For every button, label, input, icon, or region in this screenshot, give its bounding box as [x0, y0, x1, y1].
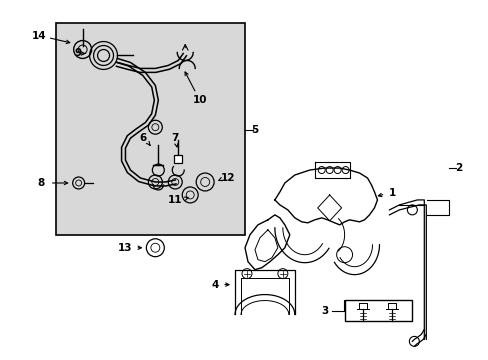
- Text: 5: 5: [251, 125, 258, 135]
- Text: 1: 1: [388, 188, 395, 198]
- Text: 14: 14: [31, 31, 46, 41]
- Text: 9: 9: [74, 49, 81, 58]
- Text: 4: 4: [211, 280, 218, 289]
- Text: 10: 10: [193, 95, 207, 105]
- Text: 11: 11: [168, 195, 182, 205]
- Bar: [56, 23, 244, 235]
- Polygon shape: [274, 168, 377, 225]
- Text: 3: 3: [321, 306, 327, 316]
- Text: 2: 2: [455, 163, 462, 173]
- Polygon shape: [244, 215, 289, 270]
- Text: 12: 12: [221, 173, 235, 183]
- Text: 6: 6: [140, 133, 147, 143]
- Text: 7: 7: [171, 133, 179, 143]
- Bar: [344, 300, 411, 321]
- Text: 13: 13: [118, 243, 132, 253]
- Text: 8: 8: [37, 178, 44, 188]
- Bar: [174, 155, 182, 163]
